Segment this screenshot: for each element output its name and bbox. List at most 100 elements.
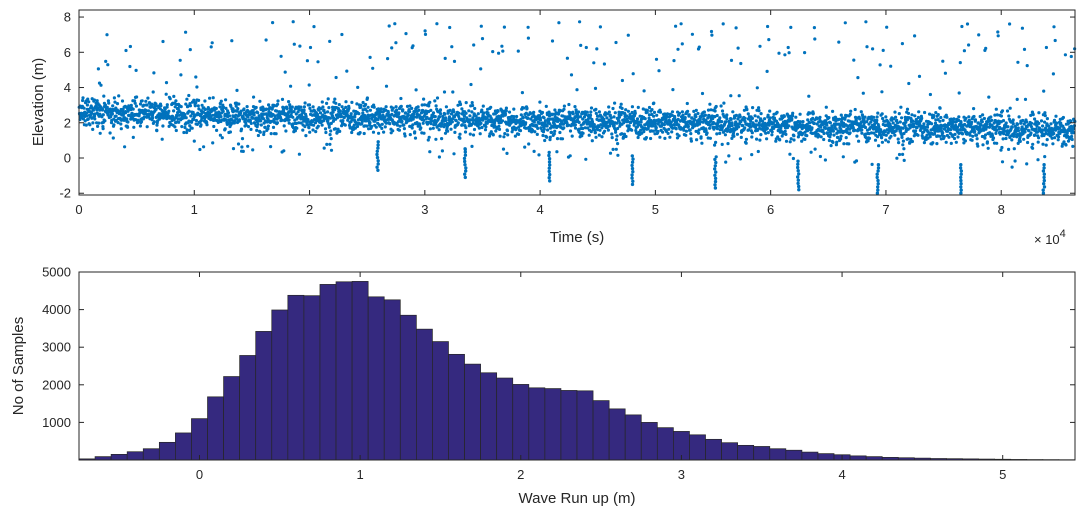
scatter-point <box>933 121 938 125</box>
scatter-point <box>374 125 378 129</box>
scatter-point <box>464 111 468 115</box>
scatter-dip-point <box>630 176 634 180</box>
scatter-point <box>905 107 910 111</box>
scatter-dip-point <box>876 178 880 183</box>
scatter-point <box>813 37 817 41</box>
scatter-y-tick-label: 8 <box>64 10 71 25</box>
scatter-point <box>708 126 712 130</box>
scatter-point <box>1037 121 1041 125</box>
scatter-point <box>570 134 574 138</box>
scatter-point <box>642 130 646 134</box>
scatter-point <box>437 128 441 132</box>
scatter-point <box>456 103 460 107</box>
histogram-bar <box>801 451 819 461</box>
scatter-point <box>672 59 676 63</box>
scatter-point <box>560 120 564 124</box>
scatter-point <box>515 114 519 119</box>
scatter-point <box>119 122 123 126</box>
scatter-point <box>1037 136 1041 140</box>
scatter-point <box>360 119 364 124</box>
scatter-point <box>329 121 333 125</box>
scatter-point <box>121 113 125 117</box>
scatter-point <box>614 130 618 134</box>
scatter-point <box>483 128 488 132</box>
scatter-point <box>444 116 448 120</box>
scatter-dip-point <box>375 149 379 153</box>
scatter-point <box>221 109 225 113</box>
scatter-point <box>327 125 331 129</box>
histogram-bar <box>785 449 803 461</box>
scatter-point <box>419 111 424 115</box>
scatter-point <box>763 117 767 121</box>
scatter-point <box>676 117 680 121</box>
scatter-point <box>885 25 889 29</box>
scatter-point <box>226 111 230 115</box>
scatter-point <box>234 101 238 105</box>
scatter-point <box>921 136 925 140</box>
scatter-point <box>942 134 946 139</box>
scatter-point <box>694 108 698 112</box>
scatter-point <box>990 133 995 138</box>
scatter-point <box>733 116 737 120</box>
scatter-point <box>394 41 398 45</box>
scatter-point <box>756 115 760 119</box>
scatter-point <box>902 158 906 162</box>
scatter-point <box>280 97 285 101</box>
scatter-point <box>527 142 531 146</box>
scatter-point <box>686 109 690 113</box>
scatter-point <box>893 110 897 114</box>
scatter-point <box>976 121 980 125</box>
scatter-point <box>386 57 390 61</box>
histogram-axes-frame <box>78 271 1076 461</box>
scatter-point <box>677 111 682 115</box>
scatter-point <box>246 115 250 119</box>
scatter-point <box>790 117 794 121</box>
scatter-point <box>972 107 976 111</box>
scatter-point <box>1045 117 1049 121</box>
scatter-point <box>478 132 482 136</box>
histogram-x-tick-label: 2 <box>517 467 524 482</box>
scatter-point <box>471 103 475 108</box>
scatter-point <box>902 131 906 136</box>
scatter-point <box>241 149 245 153</box>
scatter-point <box>325 101 329 105</box>
scatter-point <box>519 117 523 121</box>
scatter-point <box>136 119 141 123</box>
scatter-point <box>391 106 395 110</box>
scatter-point <box>945 115 949 119</box>
scatter-point <box>548 135 552 139</box>
scatter-point <box>294 121 298 125</box>
scatter-axes-frame <box>78 9 1076 196</box>
scatter-point <box>673 116 677 120</box>
scatter-point <box>1034 127 1038 131</box>
scatter-x-tick-label: 1 <box>191 202 198 217</box>
histogram-bar <box>207 396 224 461</box>
scatter-point <box>934 111 938 115</box>
scatter-point <box>550 39 555 43</box>
scatter-point <box>543 138 547 143</box>
scatter-point <box>630 128 634 132</box>
scatter-point <box>472 127 477 132</box>
scatter-point <box>137 114 141 118</box>
scatter-x-tick-label: 7 <box>882 202 889 217</box>
scatter-point <box>1025 120 1029 124</box>
scatter-point <box>264 38 268 42</box>
scatter-point <box>738 157 743 161</box>
scatter-x-tick-label: 6 <box>767 202 774 217</box>
scatter-point <box>994 107 998 111</box>
scatter-point <box>991 136 996 140</box>
scatter-point <box>411 44 415 48</box>
scatter-point <box>983 136 987 140</box>
scatter-point <box>1064 143 1068 147</box>
scatter-point <box>326 110 330 114</box>
scatter-point <box>567 102 571 107</box>
scatter-point <box>96 124 100 128</box>
scatter-point <box>857 139 861 143</box>
scatter-point <box>725 113 729 117</box>
scatter-point <box>699 120 703 124</box>
scatter-point <box>897 141 901 145</box>
scatter-point <box>414 88 418 92</box>
scatter-dip-point <box>875 175 879 180</box>
scatter-point <box>383 125 387 129</box>
scatter-point <box>922 141 927 145</box>
